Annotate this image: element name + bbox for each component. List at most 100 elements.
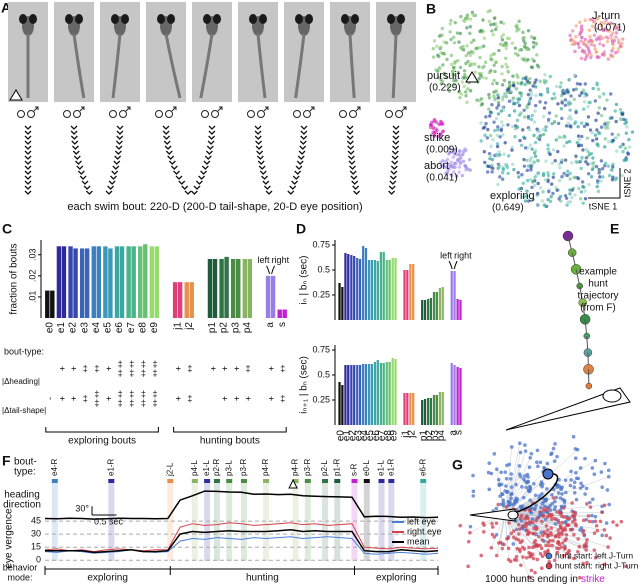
bout-label: j2-L <box>165 462 174 477</box>
tail-chevron <box>299 145 307 150</box>
heading-trace <box>44 490 439 520</box>
tsne-point <box>610 168 614 172</box>
bout-symbol: + <box>231 366 241 371</box>
tsne-point <box>439 133 443 137</box>
bar <box>350 365 353 425</box>
bar <box>207 258 213 318</box>
tail-chevron <box>296 160 304 165</box>
bout-symbol: + <box>231 396 241 401</box>
tsne-point <box>510 41 515 45</box>
x-tick-label: e2 <box>347 430 358 442</box>
hunt-start <box>573 447 578 451</box>
tsne-point <box>444 41 449 45</box>
tail-chevron <box>207 140 215 145</box>
legend-swatch <box>545 562 553 570</box>
hunt-start <box>487 487 492 492</box>
tsne-point <box>579 39 583 43</box>
tsne-point <box>605 98 609 102</box>
tsne-point <box>439 45 443 49</box>
bar <box>453 271 456 320</box>
hunt-start <box>595 528 600 533</box>
tsne-point <box>614 31 619 35</box>
tsne-point <box>498 42 503 46</box>
fish-eye <box>121 14 129 24</box>
tsne-point <box>525 158 529 163</box>
cluster-name: exploring <box>490 190 535 202</box>
tsne-point <box>626 151 630 155</box>
hunt-start <box>562 515 566 519</box>
hunt-start <box>554 495 559 500</box>
hunt-start <box>608 536 612 540</box>
hunt-start <box>468 524 473 529</box>
tsne-point <box>624 131 628 135</box>
tsne-point <box>583 189 587 193</box>
tsne-point <box>606 57 611 61</box>
tsne-point <box>568 188 572 192</box>
tail-chevron <box>391 160 399 165</box>
tsne-point <box>558 166 562 170</box>
tsne-point <box>560 175 564 179</box>
tsne-point <box>489 23 493 27</box>
tsne-point <box>506 70 511 74</box>
hunt-start <box>523 479 527 483</box>
mode-label: hunting <box>246 573 279 584</box>
tsne-axes <box>588 168 621 199</box>
tsne-point <box>524 47 529 52</box>
hunt-start <box>521 524 525 529</box>
tsne-point <box>453 59 458 64</box>
tsne-point <box>530 185 534 190</box>
tsne-point <box>495 106 499 110</box>
bar <box>453 365 456 425</box>
bout-strip <box>334 479 341 483</box>
tsne-point <box>504 56 508 60</box>
tail-chevron <box>391 150 399 155</box>
hunt-start <box>533 570 537 575</box>
hunt-start <box>558 531 562 536</box>
bout-symbol: ‡ <box>80 364 90 373</box>
tsne-point <box>571 29 575 33</box>
tsne-point <box>546 117 551 122</box>
tsne-point <box>458 156 463 160</box>
hunt-start <box>494 533 499 537</box>
tsne-point <box>538 100 542 104</box>
hunt-start <box>545 461 550 466</box>
bar <box>376 360 379 425</box>
tsne-point <box>557 135 562 139</box>
hunt-start <box>540 554 545 559</box>
bout-symbol: ‡‡ <box>127 389 137 407</box>
tsne-point <box>582 124 587 129</box>
bout-strip <box>51 479 58 483</box>
tail-chevron <box>115 140 123 145</box>
tsne-point <box>501 21 506 26</box>
eye-glyph <box>155 110 163 118</box>
eye-glyph <box>385 110 393 118</box>
tsne-point <box>497 48 501 53</box>
bar <box>423 399 427 425</box>
x-tick-label: e1 <box>341 430 352 442</box>
tsne-point <box>528 80 532 85</box>
tsne-point <box>568 101 573 106</box>
hunt-start <box>540 566 544 570</box>
cluster-name: strike <box>424 132 450 144</box>
hunt-start <box>496 477 501 482</box>
tsne-point <box>491 32 495 37</box>
tsne-point <box>492 78 496 83</box>
tail-chevron <box>208 125 216 130</box>
tsne-point <box>518 97 522 101</box>
tsne-point <box>500 120 504 124</box>
bout-symbol: ‡ <box>278 394 288 403</box>
bar <box>412 264 415 320</box>
legend-label: hunt start: right J-Turn <box>555 560 639 570</box>
hunt-start <box>526 475 530 479</box>
tsne-point <box>603 126 608 130</box>
hunt-start <box>563 526 567 530</box>
tsne-point <box>613 50 618 55</box>
bar <box>265 275 271 318</box>
tail-chevron <box>392 140 400 145</box>
bar <box>379 252 382 320</box>
tsne-point <box>458 31 463 36</box>
bar <box>344 365 347 425</box>
bout-label: p3-L <box>224 459 233 476</box>
hunt-start <box>539 546 544 551</box>
fish-eye <box>167 14 175 24</box>
